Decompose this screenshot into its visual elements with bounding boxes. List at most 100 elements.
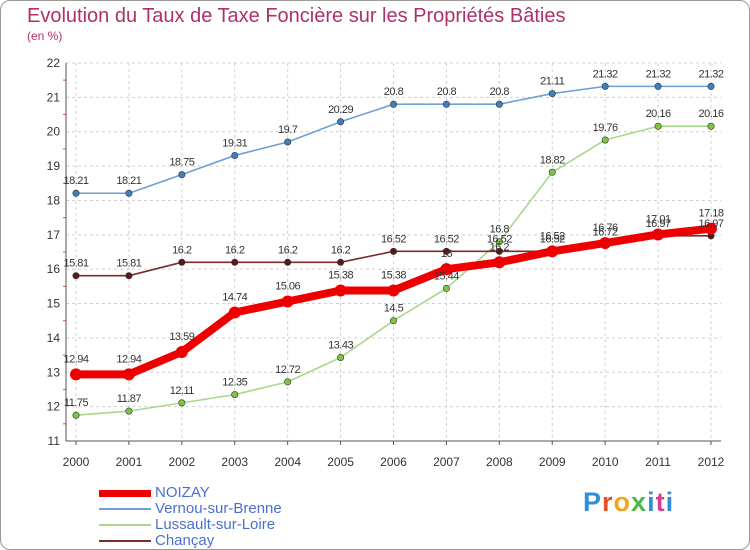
data-point-vernou-sur-brenne (495, 100, 503, 108)
logo-letter: t (655, 487, 666, 517)
data-label-chan-ay: 15.81 (63, 258, 88, 270)
legend-label: NOIZAY (155, 484, 210, 501)
data-label-noizay: 15.06 (275, 280, 300, 292)
legend-label: Vernou-sur-Brenne (155, 500, 282, 517)
data-point-lussault-sur-loire (548, 168, 556, 176)
y-tick-label: 11 (48, 434, 61, 448)
data-label-noizay: 17.01 (646, 213, 671, 225)
x-tick-label: 2011 (645, 455, 671, 469)
data-label-lussault-sur-loire: 13.43 (328, 339, 353, 351)
y-tick-label: 12 (47, 400, 61, 414)
data-point-noizay (175, 345, 188, 358)
data-label-noizay: 16.2 (490, 241, 510, 253)
data-label-vernou-sur-brenne: 18.75 (169, 157, 194, 169)
y-tick-label: 16 (47, 262, 61, 276)
data-label-noizay: 13.59 (169, 331, 194, 343)
data-point-noizay (281, 295, 294, 308)
legend: NOIZAY Vernou-sur-Brenne Lussault-sur-Loir… (99, 484, 359, 549)
data-label-chan-ay: 16.2 (172, 244, 192, 256)
logo-letter: r (602, 487, 614, 517)
data-label-vernou-sur-brenne: 18.21 (116, 175, 141, 187)
x-tick-label: 2009 (539, 455, 566, 469)
data-label-lussault-sur-loire: 12.72 (275, 364, 300, 376)
logo-letter: x (631, 487, 648, 517)
y-tick-label: 15 (47, 297, 61, 311)
x-tick-label: 2005 (327, 455, 354, 469)
logo-letter: i (665, 487, 675, 517)
data-label-lussault-sur-loire: 12.35 (222, 377, 247, 389)
x-tick-label: 2002 (168, 455, 195, 469)
data-point-vernou-sur-brenne (389, 100, 397, 108)
data-label-vernou-sur-brenne: 18.21 (63, 175, 88, 187)
data-label-chan-ay: 16.2 (225, 244, 245, 256)
data-label-noizay: 15.38 (328, 269, 353, 281)
data-label-chan-ay: 16.97 (698, 218, 723, 230)
data-label-chan-ay: 16.2 (331, 244, 351, 256)
data-point-noizay (440, 263, 453, 276)
data-point-noizay (387, 284, 400, 297)
x-tick-label: 2001 (116, 455, 143, 469)
data-point-lussault-sur-loire (707, 122, 715, 130)
legend-swatch (99, 540, 151, 542)
y-tick-label: 21 (47, 90, 61, 104)
legend-label: Lussault-sur-Loire (155, 516, 276, 533)
data-label-lussault-sur-loire: 12.11 (170, 385, 195, 397)
data-point-lussault-sur-loire (284, 378, 292, 386)
data-label-lussault-sur-loire: 11.87 (117, 393, 142, 405)
data-label-vernou-sur-brenne: 19.7 (278, 124, 298, 136)
data-point-vernou-sur-brenne (72, 189, 80, 197)
data-point-vernou-sur-brenne (707, 82, 715, 90)
data-point-lussault-sur-loire (72, 411, 80, 419)
data-point-noizay (705, 222, 717, 235)
data-point-lussault-sur-loire (654, 122, 662, 130)
data-label-noizay: 12.94 (116, 353, 141, 365)
data-point-noizay (122, 368, 135, 381)
data-point-chan-ay (178, 258, 186, 266)
data-label-chan-ay: 16.52 (381, 233, 406, 245)
data-point-lussault-sur-loire (389, 317, 397, 325)
data-label-vernou-sur-brenne: 21.32 (698, 68, 723, 80)
data-label-vernou-sur-brenne: 20.29 (328, 104, 353, 116)
y-tick-label: 18 (47, 193, 61, 207)
chart-subtitle: (en %) (27, 29, 63, 43)
legend-swatch (99, 508, 151, 510)
data-point-noizay (652, 228, 665, 241)
y-tick-label: 13 (47, 365, 61, 379)
data-point-lussault-sur-loire (231, 391, 239, 399)
data-label-vernou-sur-brenne: 20.8 (384, 86, 404, 98)
data-point-chan-ay (495, 247, 503, 255)
legend-swatch (99, 490, 151, 497)
y-tick-label: 19 (47, 159, 61, 173)
data-point-vernou-sur-brenne (125, 189, 133, 197)
logo-letter: P (583, 487, 603, 517)
data-point-vernou-sur-brenne (548, 90, 556, 98)
x-tick-label: 2008 (486, 455, 513, 469)
legend-item-chan-ay: Chançay (99, 532, 359, 549)
data-label-lussault-sur-loire: 19.76 (593, 122, 618, 134)
data-point-vernou-sur-brenne (178, 171, 186, 179)
data-label-noizay: 16.76 (593, 222, 618, 234)
logo-letter: o (613, 487, 632, 517)
data-point-chan-ay (337, 258, 345, 266)
y-tick-label: 14 (47, 331, 61, 345)
data-label-lussault-sur-loire: 20.16 (646, 108, 671, 120)
data-point-lussault-sur-loire (442, 284, 450, 292)
logo-letter: i (647, 487, 656, 517)
x-tick-label: 2012 (698, 455, 725, 469)
data-point-lussault-sur-loire (178, 399, 186, 407)
data-label-noizay: 15.38 (381, 269, 406, 281)
data-label-lussault-sur-loire: 16.8 (490, 224, 510, 236)
x-tick-label: 2000 (63, 455, 90, 469)
data-point-noizay (70, 368, 82, 381)
data-label-lussault-sur-loire: 18.82 (540, 154, 565, 166)
x-tick-label: 2007 (433, 455, 460, 469)
data-label-chan-ay: 16.2 (278, 244, 298, 256)
data-label-vernou-sur-brenne: 21.11 (540, 76, 565, 88)
data-point-noizay (334, 284, 347, 297)
data-point-noizay (546, 245, 559, 258)
data-point-vernou-sur-brenne (654, 82, 662, 90)
data-point-lussault-sur-loire (495, 238, 503, 246)
data-point-lussault-sur-loire (601, 136, 609, 144)
